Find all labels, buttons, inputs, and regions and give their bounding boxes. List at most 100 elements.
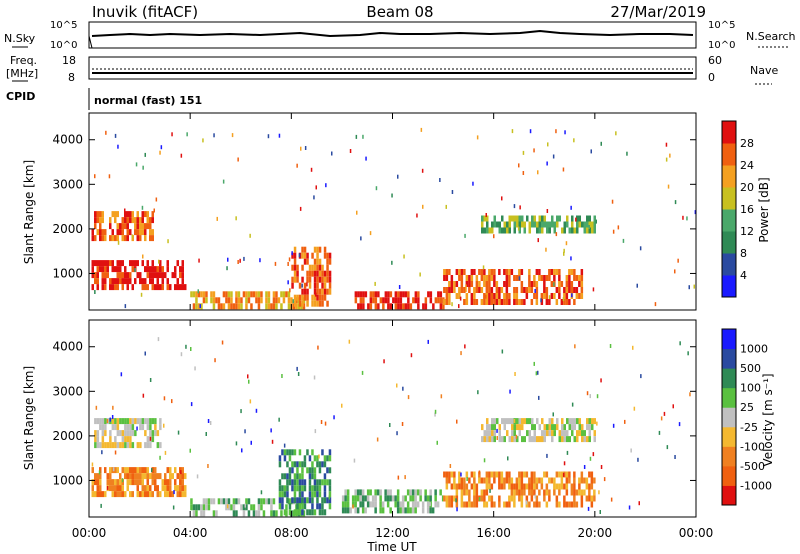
heatmap-cell (500, 477, 504, 484)
heatmap-cell (536, 436, 539, 443)
heatmap-cell (558, 501, 561, 508)
heatmap-cell (320, 420, 323, 424)
heatmap-cell (156, 442, 160, 449)
heatmap-cell (222, 179, 225, 184)
heatmap-cell (141, 205, 144, 210)
heatmap-cell (404, 495, 407, 502)
heatmap-cell (283, 509, 287, 516)
heatmap-cell (313, 282, 317, 289)
heatmap-cell (139, 479, 142, 486)
y-tick-label: 3000 (52, 384, 83, 398)
heatmap-cell (437, 297, 440, 304)
heatmap-cell (558, 293, 561, 299)
heatmap-cell (665, 142, 668, 147)
heatmap-cell (535, 371, 538, 376)
heatmap-cell (477, 390, 479, 395)
heatmap-cell (326, 252, 329, 259)
heatmap-cell (293, 473, 297, 480)
heatmap-cell (354, 297, 358, 304)
heatmap-cell (91, 479, 94, 486)
heatmap-cell (136, 442, 140, 449)
heatmap-cell (436, 440, 438, 445)
heatmap-cell (134, 479, 137, 486)
heatmap-cell (558, 287, 561, 293)
heatmap-cell (482, 265, 485, 270)
heatmap-cell (267, 291, 271, 298)
heatmap-cell (205, 504, 208, 511)
heatmap-cell (493, 275, 496, 281)
heatmap-cell (184, 284, 187, 291)
colorbar-tick-label: 16 (740, 203, 754, 216)
heatmap-cell (397, 303, 400, 310)
heatmap-cell (270, 428, 272, 433)
heatmap-cell (453, 287, 456, 293)
heatmap-cell (575, 275, 579, 281)
heatmap-cell (114, 418, 117, 425)
heatmap-cell (134, 418, 137, 425)
heatmap-cell (166, 260, 169, 267)
heatmap-cell (525, 483, 529, 490)
heatmap-cell (534, 494, 537, 499)
heatmap-cell (573, 227, 576, 234)
heatmap-cell (306, 449, 309, 456)
heatmap-cell (318, 300, 322, 307)
heatmap-cell (553, 282, 555, 287)
heatmap-cell (296, 473, 299, 480)
heatmap-cell (538, 215, 541, 222)
heatmap-cell (180, 470, 182, 475)
heatmap-cell (293, 252, 297, 259)
heatmap-cell (448, 495, 451, 502)
heatmap-cell (139, 229, 142, 236)
heatmap-cell (545, 489, 549, 496)
heatmap-cell (331, 151, 333, 156)
heatmap-cell (525, 287, 529, 293)
colorbar-swatch (722, 485, 736, 506)
heatmap-cell (573, 501, 576, 508)
heatmap-cell (131, 430, 135, 437)
heatmap-cell (99, 235, 102, 242)
heatmap-cell (640, 374, 642, 379)
heatmap-cell (515, 299, 519, 305)
heatmap-cell (470, 483, 474, 490)
cpid-label: CPID (6, 90, 35, 103)
heatmap-cell (278, 479, 282, 486)
heatmap-cell (144, 491, 147, 498)
heatmap-cell (638, 501, 640, 506)
heatmap-cell (119, 418, 122, 425)
heatmap-cell (112, 405, 114, 410)
heatmap-cell (480, 275, 484, 281)
heatmap-cell (202, 510, 206, 517)
heatmap-cell (111, 278, 114, 285)
heatmap-cell (156, 473, 159, 480)
heatmap-cell (590, 477, 594, 484)
heatmap-cell (131, 491, 134, 498)
heatmap-cell (149, 266, 152, 273)
heatmap-cell (265, 291, 268, 298)
heatmap-cell (485, 293, 489, 299)
heatmap-cell (243, 256, 245, 261)
heatmap-cell (513, 221, 516, 228)
heatmap-cell (508, 221, 511, 228)
heatmap-cell (166, 278, 169, 285)
heatmap-cell (566, 436, 569, 443)
heatmap-cell (529, 129, 532, 134)
heatmap-cell (538, 275, 541, 281)
heatmap-cell (154, 418, 157, 425)
heatmap-cell (508, 418, 511, 425)
heatmap-cell (328, 467, 332, 474)
heatmap-cell (136, 211, 139, 218)
heatmap-cell (483, 477, 486, 484)
heatmap-cell (195, 297, 198, 304)
heatmap-cell (149, 235, 152, 242)
heatmap-cell (488, 227, 491, 234)
heatmap-cell (510, 269, 514, 275)
heatmap-cell (571, 424, 574, 431)
heatmap-cell (520, 483, 524, 490)
heatmap-cell (455, 281, 459, 287)
heatmap-cell (140, 292, 143, 297)
heatmap-cell (126, 223, 129, 230)
heatmap-cell (144, 229, 147, 236)
heatmap-cell (361, 370, 364, 375)
heatmap-cell (475, 489, 479, 496)
heatmap-cell (101, 430, 105, 437)
